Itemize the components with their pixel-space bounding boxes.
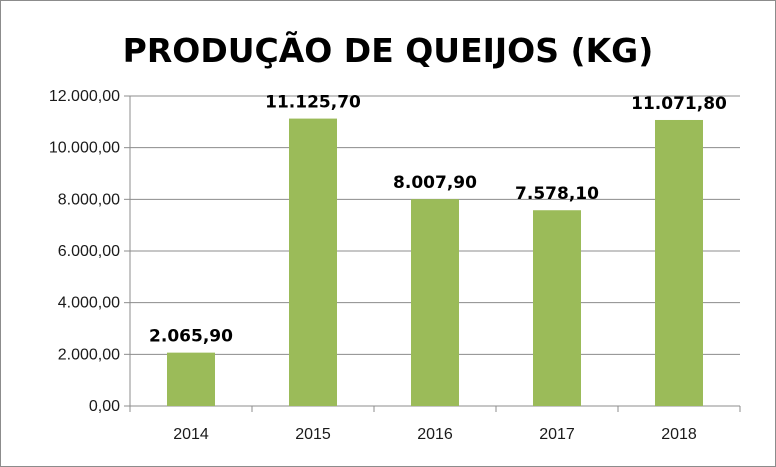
bar-2015 — [289, 118, 337, 406]
bar-2016 — [411, 199, 459, 406]
x-tick-label-2015: 2015 — [295, 426, 331, 443]
y-tick-label: 2.000,00 — [58, 346, 120, 363]
x-tick-label-2014: 2014 — [173, 426, 209, 443]
bar-2017 — [533, 210, 581, 406]
data-label-2015: 11.125,70 — [265, 93, 361, 113]
y-tick-label: 10.000,00 — [49, 140, 120, 157]
data-label-2014: 2.065,90 — [149, 327, 233, 347]
y-axis-tick-labels: 0,00 2.000,00 4.000,00 6.000,00 8.000,00 10.0… — [49, 88, 120, 415]
x-axis-tick-labels: 2014 2015 2016 2017 2018 — [173, 426, 697, 443]
y-tick-label: 8.000,00 — [58, 191, 120, 208]
x-tick-label-2016: 2016 — [417, 426, 453, 443]
y-tick-label: 12.000,00 — [49, 88, 120, 105]
data-labels: 2.065,90 11.125,70 8.007,90 7.578,10 11.071,… — [149, 93, 727, 347]
bars — [167, 118, 703, 406]
y-tick-label: 6.000,00 — [58, 243, 120, 260]
gridlines — [130, 95, 740, 355]
bar-2014 — [167, 352, 215, 406]
x-tick-label-2018: 2018 — [661, 426, 697, 443]
bar-2018 — [655, 119, 703, 406]
x-tick-label-2017: 2017 — [539, 426, 575, 443]
chart-title: PRODUÇÃO DE QUEIJOS (KG) — [123, 30, 654, 70]
data-label-2018: 11.071,80 — [631, 94, 727, 114]
y-tick-label: 4.000,00 — [58, 295, 120, 312]
data-label-2017: 7.578,10 — [515, 184, 599, 204]
data-label-2016: 8.007,90 — [393, 173, 477, 193]
y-tick-label: 0,00 — [89, 398, 120, 415]
